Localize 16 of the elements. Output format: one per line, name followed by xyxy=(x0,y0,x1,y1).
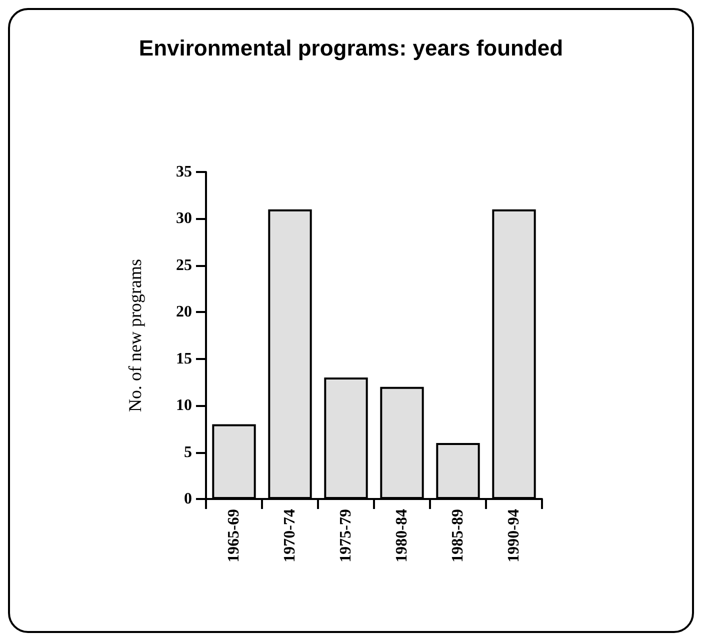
x-tick-label: 1975-79 xyxy=(338,509,354,562)
x-tick-label: 1970-74 xyxy=(282,509,298,562)
x-tick-label: 1980-84 xyxy=(394,509,410,562)
y-axis-title: No. of new programs xyxy=(125,259,145,412)
y-tick-label: 10 xyxy=(176,397,192,414)
y-tick-label: 30 xyxy=(176,210,192,228)
y-tick-label: 20 xyxy=(176,304,192,321)
y-tick-label: 35 xyxy=(176,164,192,180)
y-tick-label: 25 xyxy=(176,256,192,274)
x-tick-label: 1965-69 xyxy=(226,509,242,562)
y-tick-label: 5 xyxy=(184,444,192,461)
x-tick-label: 1990-94 xyxy=(506,509,522,562)
y-tick-label: 0 xyxy=(184,490,192,508)
x-tick-label: 1985-89 xyxy=(450,509,466,562)
chart-title: Environmental programs: years founded xyxy=(138,36,564,60)
y-tick-label: 15 xyxy=(176,350,192,368)
